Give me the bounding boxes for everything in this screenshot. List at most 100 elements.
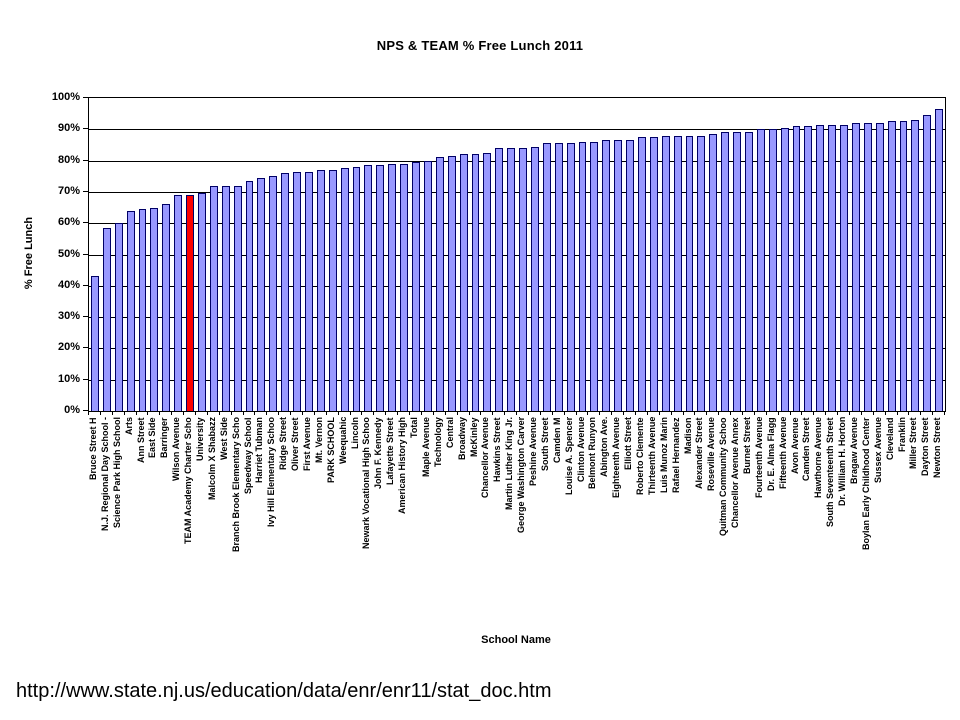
x-tick	[456, 411, 469, 415]
x-tick	[468, 411, 481, 415]
x-axis-label: Arts	[123, 417, 134, 436]
x-tick	[147, 411, 159, 415]
x-axis-label: Newark Vocational High Schoo	[361, 417, 372, 549]
x-axis-label: Thirteenth Avenue	[646, 417, 657, 496]
x-axis-label: Newton Street	[932, 417, 943, 478]
bar	[435, 157, 444, 411]
x-axis-label: Ann Street	[135, 417, 146, 463]
y-tick	[83, 347, 88, 349]
x-axis-label: Dayton Street	[920, 417, 931, 476]
x-tick	[302, 411, 314, 415]
x-axis-label: Eighteenth Avenue	[611, 417, 622, 498]
x-axis-label: Rafael Hernandez	[670, 417, 681, 493]
x-tick	[646, 411, 659, 415]
x-axis-label: Miller Street	[908, 417, 919, 469]
x-axis-label: Boylan Early Childhood Center	[860, 417, 871, 550]
x-tick	[171, 411, 183, 415]
x-axis-label: Lincoln	[349, 417, 360, 449]
y-axis-tick-label: 50%	[57, 247, 80, 260]
bar	[519, 148, 527, 411]
bar	[768, 129, 777, 411]
bar	[281, 173, 290, 411]
x-axis-label: Ridge Street	[278, 417, 289, 471]
x-tick	[218, 411, 231, 415]
y-tick	[83, 159, 88, 161]
y-axis-tick-label: 60%	[57, 216, 80, 229]
x-axis-label: Belmont Runyon	[587, 417, 598, 489]
x-axis-label: Harriet Tubman	[254, 417, 265, 483]
x-axis-label: PARK SCHOOL	[325, 417, 336, 483]
x-tick	[349, 411, 362, 415]
x-tick	[694, 411, 706, 415]
x-axis-label: Lafayette Street	[385, 417, 396, 485]
bar	[316, 170, 325, 411]
x-axis-label: Wilson Avenue	[171, 417, 182, 481]
x-tick	[670, 411, 683, 415]
bar	[198, 193, 206, 411]
x-tick	[420, 411, 433, 415]
x-tick	[634, 411, 647, 415]
plot-area	[88, 97, 946, 412]
bar	[376, 165, 385, 411]
bar	[590, 141, 599, 411]
x-tick	[337, 411, 350, 415]
x-tick	[242, 411, 255, 415]
x-tick	[492, 411, 504, 415]
gridline	[89, 317, 945, 319]
bar	[114, 223, 123, 411]
gridline	[89, 223, 945, 225]
x-tick	[183, 411, 195, 415]
x-axis-label: Oliver Street	[290, 417, 301, 471]
x-axis-label: Burnet Street	[741, 417, 752, 475]
x-tick	[706, 411, 718, 415]
bar	[91, 276, 99, 411]
x-tick	[290, 411, 302, 415]
bar	[150, 207, 159, 411]
bar	[162, 204, 171, 411]
x-axis-label: Quitman Community Schoo	[718, 417, 729, 536]
bar	[328, 170, 337, 411]
y-axis-tick-label: 100%	[51, 91, 80, 103]
bar	[602, 140, 611, 411]
bar	[209, 185, 218, 411]
x-tick	[444, 411, 457, 415]
gridline	[89, 129, 945, 131]
x-tick	[504, 411, 516, 415]
bar	[709, 134, 718, 411]
x-axis-label: George Washington Carver	[516, 417, 527, 534]
y-axis-tick-label: 0%	[64, 404, 80, 416]
bar	[804, 126, 813, 411]
x-axis-label: Dr. William H. Horton	[837, 417, 848, 507]
bar	[923, 115, 932, 411]
y-axis-tick-label: 30%	[57, 310, 80, 323]
bar	[875, 123, 884, 411]
bar	[637, 137, 646, 411]
x-tick	[765, 411, 778, 415]
x-tick	[135, 411, 148, 415]
x-tick	[432, 411, 445, 415]
x-axis-label: Fifteenth Avenue	[777, 417, 788, 490]
x-tick	[658, 411, 671, 415]
y-axis-tick-label: 10%	[57, 372, 80, 385]
x-axis-label: Franklin	[896, 417, 907, 453]
x-axis-label: Ivy Hill Elementary Schoo	[266, 417, 277, 528]
x-axis-labels: Bruce Street H N.J. Regional Day School -…	[88, 417, 944, 635]
y-tick	[83, 222, 88, 224]
x-axis-label: Clinton Avenue	[575, 417, 586, 483]
x-tick	[159, 411, 171, 415]
bar	[792, 126, 801, 411]
x-axis-label: Camden Street	[801, 417, 812, 481]
y-axis-tick-label: 20%	[57, 341, 80, 354]
bar	[863, 123, 872, 411]
x-tick	[801, 411, 813, 415]
bar	[507, 148, 516, 411]
x-axis-label: Maple Avenue	[420, 417, 431, 477]
bar	[626, 140, 634, 411]
bar	[233, 185, 242, 411]
bar	[614, 140, 623, 411]
x-tick	[539, 411, 552, 415]
x-axis-label: Louise A. Spencer	[563, 417, 574, 496]
x-tick	[741, 411, 754, 415]
y-tick	[83, 97, 88, 98]
x-axis-label: Hawthorne Avenue	[813, 417, 824, 498]
